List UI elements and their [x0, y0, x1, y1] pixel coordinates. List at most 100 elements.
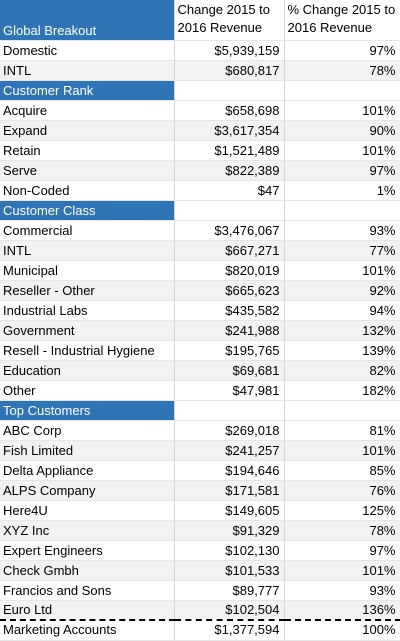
change-cell[interactable]: $91,329 [174, 520, 285, 541]
empty-cell[interactable] [284, 200, 400, 221]
customer-class-header[interactable]: Customer Class [0, 200, 175, 221]
pct-cell[interactable]: 97% [284, 160, 400, 181]
change-cell[interactable]: $89,777 [174, 580, 285, 601]
row-name-cell[interactable]: Retain [0, 140, 175, 161]
row-name-cell[interactable]: Fish Limited [0, 440, 175, 461]
row-name-cell[interactable]: Education [0, 360, 175, 381]
row-name-cell[interactable]: Other [0, 380, 175, 401]
change-cell[interactable]: $47,981 [174, 380, 285, 401]
pct-cell[interactable]: 101% [284, 440, 400, 461]
change-cell[interactable]: $195,765 [174, 340, 285, 361]
row-name-cell[interactable]: Commercial [0, 220, 175, 241]
row-name-cell[interactable]: INTL [0, 60, 175, 81]
pct-cell[interactable]: 139% [284, 340, 400, 361]
empty-cell[interactable] [174, 80, 285, 101]
top-customers-header[interactable]: Top Customers [0, 400, 175, 421]
row-name-cell[interactable]: Industrial Labs [0, 300, 175, 321]
change-cell[interactable]: $102,504 [174, 600, 285, 621]
change-cell[interactable]: $820,019 [174, 260, 285, 281]
change-cell[interactable]: $3,617,354 [174, 120, 285, 141]
row-name-cell[interactable]: Check Gmbh [0, 560, 175, 581]
row-name-cell[interactable]: Domestic [0, 40, 175, 61]
pct-cell[interactable]: 182% [284, 380, 400, 401]
pct-cell[interactable]: 1% [284, 180, 400, 201]
pct-cell[interactable]: 78% [284, 60, 400, 81]
change-cell[interactable]: $1,521,489 [174, 140, 285, 161]
change-cell[interactable]: $241,257 [174, 440, 285, 461]
pct-header-line-1: % Change 2015 to [287, 2, 396, 17]
pct-cell[interactable]: 136% [284, 600, 400, 621]
pct-cell[interactable]: 97% [284, 40, 400, 61]
row-name-cell[interactable]: Marketing Accounts [0, 620, 175, 641]
empty-cell[interactable] [284, 80, 400, 101]
pct-cell[interactable]: 101% [284, 260, 400, 281]
change-cell[interactable]: $102,130 [174, 540, 285, 561]
pct-cell[interactable]: 100% [284, 620, 400, 641]
row-name-cell[interactable]: XYZ Inc [0, 520, 175, 541]
table-row: Non-Coded $47 1% [0, 180, 400, 201]
change-cell[interactable]: $47 [174, 180, 285, 201]
pct-cell[interactable]: 93% [284, 220, 400, 241]
change-cell[interactable]: $5,939,159 [174, 40, 285, 61]
change-cell[interactable]: $665,623 [174, 280, 285, 301]
row-name-cell[interactable]: Here4U [0, 500, 175, 521]
change-cell[interactable]: $3,476,067 [174, 220, 285, 241]
pct-cell[interactable]: 101% [284, 140, 400, 161]
pct-cell[interactable]: 85% [284, 460, 400, 481]
pct-cell[interactable]: 81% [284, 420, 400, 441]
row-name-cell[interactable]: Expert Engineers [0, 540, 175, 561]
change-cell[interactable]: $241,988 [174, 320, 285, 341]
table-row: Fish Limited $241,257 101% [0, 440, 400, 461]
row-name-cell[interactable]: Expand [0, 120, 175, 141]
pct-cell[interactable]: 77% [284, 240, 400, 261]
pct-change-header[interactable]: % Change 2015 to 2016 Revenue [284, 0, 400, 41]
change-cell[interactable]: $680,817 [174, 60, 285, 81]
row-name-cell[interactable]: Francios and Sons [0, 580, 175, 601]
row-name-cell[interactable]: Reseller - Other [0, 280, 175, 301]
pct-cell[interactable]: 92% [284, 280, 400, 301]
pct-cell[interactable]: 94% [284, 300, 400, 321]
change-cell[interactable]: $658,698 [174, 100, 285, 121]
table-row: INTL $680,817 78% [0, 60, 400, 81]
empty-cell[interactable] [284, 400, 400, 421]
change-cell[interactable]: $667,271 [174, 240, 285, 261]
change-cell[interactable]: $1,377,594 [174, 620, 285, 641]
change-cell[interactable]: $269,018 [174, 420, 285, 441]
row-name-cell[interactable]: INTL [0, 240, 175, 261]
change-revenue-header[interactable]: Change 2015 to 2016 Revenue [174, 0, 285, 41]
row-name-cell[interactable]: Delta Appliance [0, 460, 175, 481]
pct-cell[interactable]: 101% [284, 560, 400, 581]
table-row: Domestic $5,939,159 97% [0, 40, 400, 61]
row-name-cell[interactable]: Resell - Industrial Hygiene [0, 340, 175, 361]
pct-cell[interactable]: 125% [284, 500, 400, 521]
change-cell[interactable]: $149,605 [174, 500, 285, 521]
change-cell[interactable]: $194,646 [174, 460, 285, 481]
table-row: Education $69,681 82% [0, 360, 400, 381]
row-name-cell[interactable]: Acquire [0, 100, 175, 121]
row-name-cell[interactable]: ALPS Company [0, 480, 175, 501]
change-cell[interactable]: $101,533 [174, 560, 285, 581]
change-cell[interactable]: $69,681 [174, 360, 285, 381]
row-name-cell[interactable]: ABC Corp [0, 420, 175, 441]
change-cell[interactable]: $171,581 [174, 480, 285, 501]
pct-cell[interactable]: 101% [284, 100, 400, 121]
pct-cell[interactable]: 78% [284, 520, 400, 541]
pct-cell[interactable]: 132% [284, 320, 400, 341]
row-name-cell[interactable]: Serve [0, 160, 175, 181]
row-name-cell[interactable]: Euro Ltd [0, 600, 175, 621]
pct-cell[interactable]: 76% [284, 480, 400, 501]
empty-cell[interactable] [174, 200, 285, 221]
empty-cell[interactable] [174, 400, 285, 421]
customer-rank-header[interactable]: Customer Rank [0, 80, 175, 101]
global-breakout-header[interactable]: Global Breakout [0, 0, 175, 41]
pct-cell[interactable]: 97% [284, 540, 400, 561]
pct-cell[interactable]: 90% [284, 120, 400, 141]
row-name-cell[interactable]: Municipal [0, 260, 175, 281]
pct-cell[interactable]: 93% [284, 580, 400, 601]
change-cell[interactable]: $435,582 [174, 300, 285, 321]
row-name-cell[interactable]: Government [0, 320, 175, 341]
pct-cell[interactable]: 82% [284, 360, 400, 381]
change-cell[interactable]: $822,389 [174, 160, 285, 181]
row-name-cell[interactable]: Non-Coded [0, 180, 175, 201]
